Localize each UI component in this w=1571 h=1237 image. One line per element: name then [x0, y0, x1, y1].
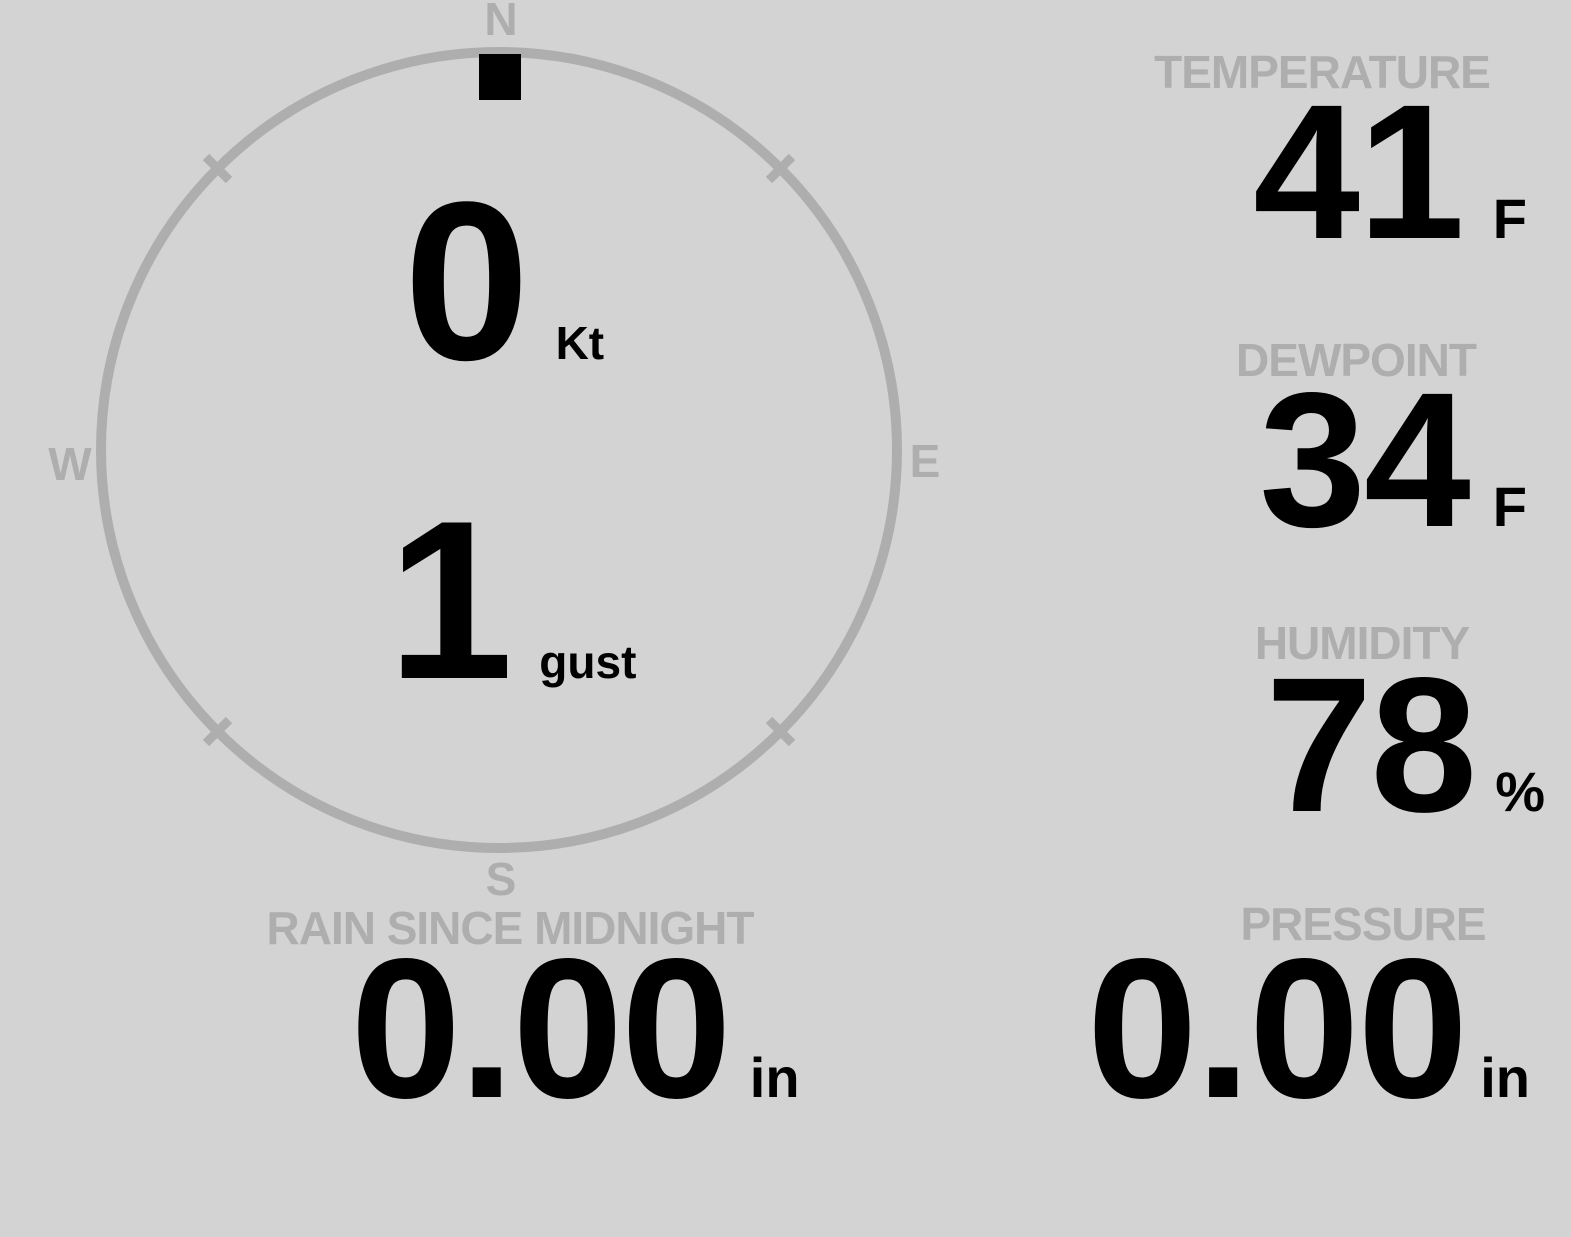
compass-tick-se — [765, 716, 796, 747]
wind-speed-value: 0 — [403, 154, 530, 407]
rain-row: 0.00 in — [350, 930, 799, 1129]
humidity-value: 78 — [1265, 637, 1478, 852]
humidity-label: HUMIDITY — [1254, 617, 1470, 669]
compass-tick-nw — [202, 153, 233, 184]
compass-tick-ne — [765, 153, 796, 184]
compass-ring — [96, 47, 902, 853]
wind-gust-row: 1 gust — [388, 487, 637, 713]
compass-label-north: N — [484, 0, 518, 45]
compass-tick-sw — [202, 716, 233, 747]
rain-value: 0.00 — [350, 918, 731, 1140]
compass-label-east: E — [909, 435, 941, 487]
dewpoint-row: 34 F — [1259, 364, 1527, 556]
wind-gust-value: 1 — [387, 473, 514, 726]
rain-label: RAIN SINCE MIDNIGHT — [266, 902, 755, 954]
pressure-unit: in — [1480, 1046, 1530, 1109]
temperature-value: 41 — [1253, 64, 1465, 279]
wind-direction-marker — [479, 54, 521, 100]
wind-direction-marker-group — [479, 54, 521, 100]
humidity-row: 78 % — [1266, 649, 1545, 841]
compass-label-south: S — [485, 853, 517, 905]
rain-unit: in — [749, 1046, 800, 1109]
wind-speed-row: 0 Kt — [404, 168, 604, 394]
wind-speed-unit: Kt — [555, 317, 605, 369]
pressure-value: 0.00 — [1086, 918, 1468, 1140]
compass-label-west: W — [48, 438, 92, 490]
wind-gust-unit: gust — [539, 636, 637, 688]
dewpoint-value: 34 — [1259, 352, 1471, 567]
dewpoint-unit: F — [1492, 475, 1527, 538]
dewpoint-label: DEWPOINT — [1236, 334, 1477, 386]
pressure-label: PRESSURE — [1240, 898, 1486, 950]
temperature-unit: F — [1492, 187, 1527, 250]
temperature-row: 41 F — [1253, 76, 1527, 268]
temperature-label: TEMPERATURE — [1154, 46, 1491, 98]
pressure-row: 0.00 in — [1087, 930, 1530, 1129]
humidity-unit: % — [1495, 760, 1545, 823]
wind-compass-gauge — [96, 47, 902, 853]
